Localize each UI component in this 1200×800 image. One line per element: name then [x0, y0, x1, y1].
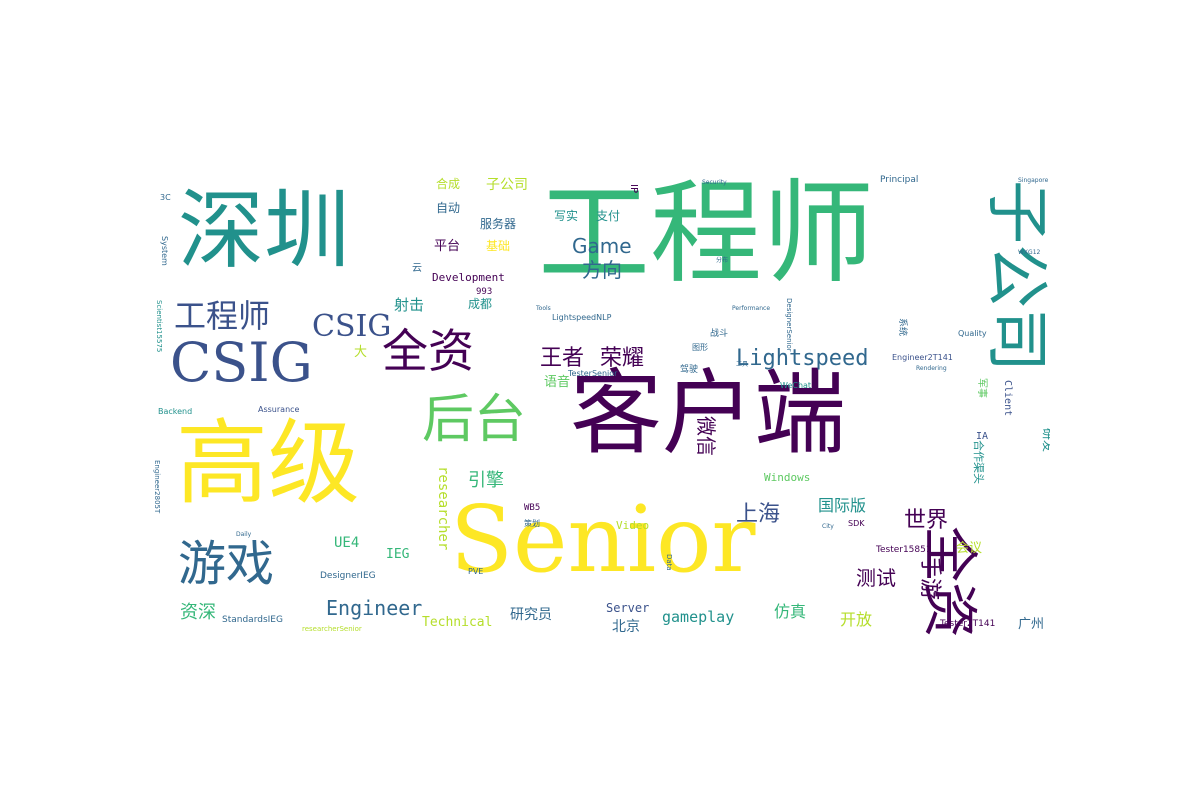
word-tools: Tools — [536, 305, 551, 312]
word-engineer2805t: Engineer2805T — [153, 460, 161, 514]
word-gameplay: gameplay — [662, 608, 735, 626]
word-quanzi: 全资 — [382, 324, 474, 378]
word-researcher: researcher — [435, 466, 451, 551]
word-client: Client — [1002, 380, 1013, 417]
word-testersenior: TesterSenior — [568, 369, 618, 378]
word-data: Data — [665, 554, 673, 571]
word-csig-small: CSIG — [312, 309, 392, 344]
word-cloud: 深圳 工程师 子公司 客户端 高级 Senior CSIG 全资 全资 后台 游… — [150, 170, 1050, 640]
word-gongchengshi-large: 工程师 — [538, 170, 874, 299]
word-fangzhen: 仿真 — [774, 602, 807, 621]
word-yinqing: 引擎 — [468, 470, 504, 491]
word-technical: Technical — [422, 615, 493, 630]
word-tuxing: 图形 — [692, 343, 708, 352]
word-video: Video — [616, 519, 650, 532]
word-kehuduan: 客户端 — [570, 360, 847, 467]
word-fuwuqi: 服务器 — [480, 217, 517, 231]
word-sheji: 射击 — [394, 296, 425, 314]
word-system: System — [160, 236, 169, 266]
word-engineer: Engineer — [326, 596, 423, 620]
word-wxg12: WXG12 — [1018, 249, 1041, 256]
word-fenbu: 分布 — [716, 257, 729, 264]
word-shenzhen: 深圳 — [178, 181, 350, 281]
word-engineer2t141: Engineer2T141 — [892, 353, 953, 362]
word-gongchengshi-small: 工程师 — [174, 297, 271, 335]
word-city: City — [822, 523, 834, 530]
word-sdk: SDK — [848, 519, 865, 528]
word-rongyao: 荣耀 — [600, 346, 645, 371]
word-houtai: 后台 — [422, 390, 527, 450]
word-zishen: 资深 — [180, 602, 216, 623]
word-xieshi: 写实 — [554, 209, 579, 223]
word-fangxiang: 方向 — [582, 258, 622, 282]
word-yun: 云 — [412, 263, 422, 274]
word-wangzhe: 王者 — [540, 346, 585, 371]
word-wechat: WeChat — [780, 381, 812, 390]
word-pve: PVE — [468, 567, 484, 576]
word-junshi: 军事 — [976, 378, 987, 398]
word-jiashi: 驾驶 — [680, 365, 699, 375]
word-rendering: Rendering — [916, 365, 947, 372]
word-security: Security — [702, 179, 727, 186]
word-game: Game — [572, 234, 632, 258]
word-zhandou: 战斗 — [710, 329, 729, 339]
word-ip: IP — [628, 184, 639, 193]
word-ieg: IEG — [386, 547, 410, 562]
word-zigongsi-small: 子公司 — [486, 177, 528, 193]
word-senior: Senior — [450, 486, 756, 593]
word-designerieg: DesignerIEG — [320, 571, 376, 581]
word-principal: Principal — [880, 175, 919, 185]
word-daily: Daily — [236, 531, 252, 538]
word-guojiban: 国际版 — [818, 496, 867, 515]
word-researchersenior: researcherSenior — [302, 625, 362, 633]
word-server: Server — [606, 601, 650, 615]
word-shouyou: 手游 — [917, 556, 942, 601]
word-3c: 3C — [160, 193, 171, 202]
word-wb5: WB5 — [524, 503, 541, 513]
word-assurance: Assurance — [258, 405, 300, 414]
word-chengdu: 成都 — [468, 297, 493, 311]
word-jichu: 基础 — [486, 239, 511, 253]
word-hezuo: 合作渠头 — [972, 440, 985, 484]
word-standardsieg: StandardsIEG — [222, 615, 283, 625]
word-gongju: 工具 — [736, 361, 749, 368]
word-lightspeed: Lightspeed — [736, 346, 869, 371]
word-backend: Backend — [158, 407, 193, 416]
word-xitong: 系统 — [897, 318, 907, 337]
word-guangzhou: 广州 — [1018, 617, 1045, 632]
word-quality: Quality — [958, 329, 987, 338]
word-ia: IA — [976, 431, 989, 442]
word-huiyi: 会议 — [956, 541, 983, 556]
word-yuyin: 语音 — [544, 375, 571, 390]
word-da: 大 — [354, 345, 368, 360]
word-993: 993 — [476, 287, 493, 297]
word-beijing: 北京 — [612, 619, 640, 635]
word-scientist15575: Scientist15575 — [155, 300, 163, 353]
word-zidong: 自动 — [436, 201, 461, 215]
word-pingtai: 平台 — [434, 239, 461, 254]
word-performance: Performance — [732, 305, 771, 312]
word-shanghai: 上海 — [736, 502, 781, 527]
word-yanjiuyuan: 研究员 — [510, 607, 552, 623]
word-youxi: 游戏 — [178, 536, 275, 592]
word-windows: Windows — [764, 471, 811, 484]
word-tester15851: Tester15851 — [876, 545, 932, 555]
word-tester2t141: Tester2T141 — [940, 619, 996, 629]
word-lightspeednlp: LightspeedNLP — [552, 313, 612, 322]
word-weixin: 微信 — [694, 416, 718, 456]
word-shijie: 世界 — [904, 508, 949, 533]
word-yanfa: 研发 — [1041, 428, 1050, 453]
word-singapore: Singapore — [1018, 177, 1049, 184]
word-csig-large: CSIG — [170, 331, 313, 394]
word-ceshi: 测试 — [856, 566, 896, 590]
word-kaifang: 开放 — [840, 610, 873, 629]
word-zhifu: 支付 — [596, 209, 621, 223]
word-development: Development — [432, 271, 505, 284]
word-cehua: 策划 — [524, 519, 540, 528]
word-hecheng: 合成 — [436, 177, 461, 191]
word-gaoji: 高级 — [176, 410, 361, 517]
word-zigongsi-large: 子公司 — [979, 180, 1050, 372]
word-ue4: UE4 — [334, 535, 360, 551]
word-designersenior: DesignerSenior — [785, 298, 793, 352]
